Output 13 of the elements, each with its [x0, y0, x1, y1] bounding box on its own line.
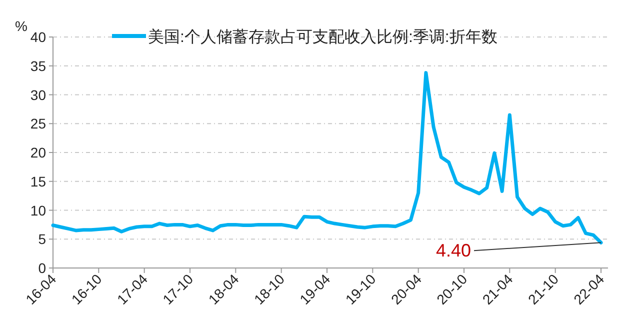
y-axis-title: % — [15, 18, 28, 34]
annotation: 4.40 — [436, 240, 471, 261]
line-series — [51, 71, 603, 244]
y-tick-label: 5 — [38, 231, 46, 248]
y-tick-label: 0 — [38, 260, 46, 276]
y-tick-label: 40 — [30, 29, 46, 45]
y-tick-label: 20 — [30, 144, 46, 160]
y-tick-label: 35 — [30, 58, 46, 74]
y-tick-label: 15 — [30, 173, 46, 190]
y-tick-label: 10 — [30, 202, 46, 218]
y-tick-label: 25 — [30, 116, 46, 132]
legend-label: 美国:个人储蓄存款占可支配收入比例:季调:折年数 — [148, 28, 498, 46]
y-tick-label: 30 — [30, 86, 46, 103]
